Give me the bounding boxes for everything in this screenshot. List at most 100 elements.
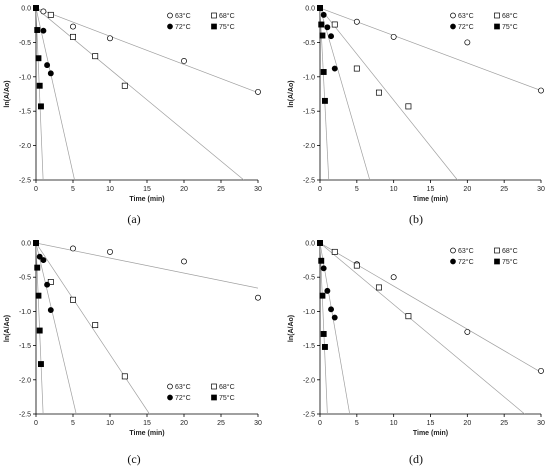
x-tick-label: 25: [500, 420, 508, 427]
legend: 63°C 68°C 72°C 75°C: [167, 383, 235, 402]
y-tick-label: -0.5: [19, 40, 31, 47]
fit-line: [320, 8, 458, 180]
data-point: [538, 367, 544, 374]
x-tick-label: 20: [463, 420, 471, 427]
y-tick-label: -2.0: [19, 377, 31, 384]
x-tick-label: 20: [180, 186, 188, 193]
data-point: [70, 245, 76, 252]
data-point: [121, 373, 128, 380]
series-75°C: [317, 240, 328, 350]
data-point: [353, 262, 360, 269]
fit-line: [320, 243, 328, 414]
y-tick-label: -2.0: [303, 377, 315, 384]
data-point: [40, 257, 47, 264]
x-tick-label: 30: [254, 420, 262, 427]
legend-label: 63°C: [175, 12, 191, 20]
x-tick-label: 10: [390, 420, 398, 427]
data-point: [318, 257, 325, 264]
fit-line: [36, 8, 258, 93]
data-point: [450, 247, 456, 254]
data-point: [40, 27, 47, 34]
y-tick-label: -2.5: [19, 178, 31, 185]
x-tick-label: 5: [71, 186, 75, 193]
fit-line: [320, 243, 351, 414]
panel-b: 0 5 10 15 20 25 30 0.0 -0.5 -1.0 -1.5 -2.0 -2.5 Time …: [288, 5, 545, 226]
data-point: [464, 39, 471, 46]
y-tick-label: -1.5: [19, 109, 31, 116]
y-axis-label: ln(A/Ao): [288, 80, 295, 107]
x-tick-label: 5: [71, 420, 75, 427]
x-tick-label: 10: [390, 186, 398, 193]
data-point: [390, 33, 397, 40]
fit-line: [320, 243, 525, 414]
fit-line: [36, 243, 77, 414]
x-tick-label: 30: [537, 420, 545, 427]
data-point: [211, 383, 217, 390]
data-point: [319, 32, 326, 39]
data-point: [464, 328, 471, 335]
data-point: [494, 247, 500, 254]
x-tick-label: 20: [463, 186, 471, 193]
data-point: [35, 55, 42, 62]
y-axis-label: ln(A/Ao): [4, 315, 11, 342]
x-tick-label: 15: [143, 186, 151, 193]
data-point: [36, 327, 43, 334]
legend-label: 72°C: [175, 394, 191, 402]
legend-label: 68°C: [219, 12, 235, 20]
panel-caption: (b): [409, 212, 423, 226]
data-point: [167, 23, 173, 30]
legend-label: 72°C: [458, 258, 474, 266]
panel-a: 0 5 10 15 20 25 30 0.0 -0.5 -1.0 -1.5 -2.0 -2.5 Time …: [4, 5, 262, 226]
y-tick-label: -1.0: [19, 309, 31, 316]
data-point: [390, 274, 397, 281]
data-point: [353, 65, 360, 72]
data-point: [44, 62, 51, 69]
x-tick-label: 10: [106, 420, 114, 427]
x-axis-label: Time (min): [413, 430, 448, 437]
y-tick-label: -2.5: [303, 178, 315, 185]
data-point: [328, 306, 334, 313]
x-tick-label: 25: [217, 186, 225, 193]
data-point: [317, 5, 323, 11]
legend-label: 75°C: [219, 394, 235, 402]
y-tick-label: 0.0: [305, 241, 315, 248]
y-tick-label: -2.5: [303, 412, 315, 419]
x-tick-label: 20: [180, 420, 188, 427]
data-point: [255, 88, 261, 95]
legend-label: 63°C: [458, 12, 474, 20]
data-point: [538, 87, 544, 94]
data-point: [320, 11, 327, 18]
y-tick-label: -1.0: [303, 74, 315, 81]
data-point: [405, 313, 412, 320]
legend: 63°C 68°C 72°C 75°C: [450, 12, 518, 31]
data-point: [318, 21, 325, 28]
x-axis-label: Time (min): [129, 196, 164, 203]
y-tick-label: -1.5: [303, 109, 315, 116]
fit-line: [36, 243, 258, 289]
series-75°C: [33, 240, 44, 368]
fit-line: [36, 8, 75, 180]
legend: 63°C 68°C 72°C 75°C: [167, 12, 235, 31]
series-75°C: [33, 5, 44, 110]
x-tick-label: 15: [427, 420, 435, 427]
data-point: [211, 12, 217, 19]
data-point: [255, 294, 261, 301]
data-point: [211, 23, 217, 30]
x-axis-label: Time (min): [413, 196, 448, 203]
data-point: [328, 33, 334, 40]
y-tick-label: -1.5: [19, 343, 31, 350]
x-tick-label: 5: [355, 186, 359, 193]
panel-c: 0 5 10 15 20 25 30 0.0 -0.5 -1.0 -1.5 -2.0 -2.5 Time …: [4, 240, 262, 466]
x-tick-label: 5: [355, 420, 359, 427]
data-point: [375, 89, 382, 96]
legend-label: 72°C: [175, 23, 191, 31]
fit-line: [36, 8, 245, 180]
data-point: [450, 23, 456, 30]
data-point: [450, 12, 456, 19]
y-tick-label: -2.0: [19, 143, 31, 150]
x-tick-label: 25: [500, 186, 508, 193]
data-point: [107, 35, 113, 42]
x-tick-label: 0: [34, 186, 38, 193]
y-tick-label: -1.0: [19, 74, 31, 81]
